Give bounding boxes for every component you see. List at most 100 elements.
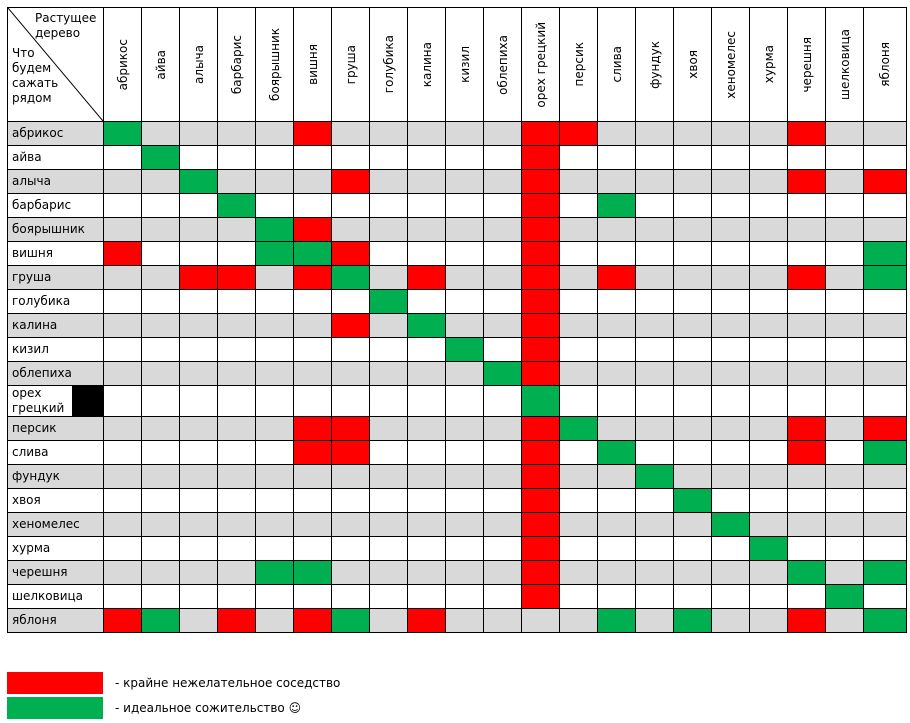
cell bbox=[294, 561, 331, 584]
cell bbox=[598, 194, 635, 217]
cell bbox=[370, 441, 407, 464]
cell bbox=[294, 513, 331, 536]
cell bbox=[788, 417, 825, 440]
cell bbox=[712, 194, 749, 217]
cell bbox=[256, 362, 293, 385]
cell bbox=[446, 585, 483, 608]
row-label: боярышник bbox=[8, 218, 103, 241]
cell bbox=[180, 362, 217, 385]
cell bbox=[408, 362, 445, 385]
column-header: алыча bbox=[180, 8, 217, 121]
cell bbox=[674, 338, 711, 361]
cell bbox=[636, 585, 673, 608]
cell bbox=[636, 489, 673, 512]
row-label: калина bbox=[8, 314, 103, 337]
cell bbox=[712, 513, 749, 536]
cell bbox=[142, 266, 179, 289]
cell bbox=[332, 609, 369, 632]
cell bbox=[408, 194, 445, 217]
column-label: шелковица bbox=[837, 28, 852, 100]
row-label: кизил bbox=[8, 338, 103, 361]
cell bbox=[864, 218, 906, 241]
cell bbox=[674, 218, 711, 241]
cell bbox=[750, 386, 787, 416]
cell bbox=[142, 194, 179, 217]
cell bbox=[104, 585, 141, 608]
cell bbox=[370, 489, 407, 512]
cell bbox=[142, 561, 179, 584]
cell bbox=[180, 585, 217, 608]
row-label: слива bbox=[8, 441, 103, 464]
cell bbox=[446, 417, 483, 440]
cell bbox=[294, 338, 331, 361]
cell bbox=[408, 386, 445, 416]
cell bbox=[104, 218, 141, 241]
cell bbox=[370, 242, 407, 265]
cell bbox=[674, 465, 711, 488]
cell bbox=[408, 537, 445, 560]
cell bbox=[332, 146, 369, 169]
cell bbox=[864, 585, 906, 608]
cell bbox=[560, 266, 597, 289]
cell bbox=[636, 122, 673, 145]
cell bbox=[142, 170, 179, 193]
cell bbox=[598, 338, 635, 361]
cell bbox=[104, 194, 141, 217]
cell bbox=[826, 585, 863, 608]
cell bbox=[180, 513, 217, 536]
cell bbox=[598, 489, 635, 512]
cell bbox=[142, 242, 179, 265]
row-label: хвоя bbox=[8, 489, 103, 512]
row-label: алыча bbox=[8, 170, 103, 193]
cell bbox=[560, 194, 597, 217]
cell bbox=[180, 122, 217, 145]
cell bbox=[598, 585, 635, 608]
cell bbox=[142, 441, 179, 464]
corner-cell: Растущее дерево Что будем сажать рядом bbox=[8, 8, 103, 121]
cell bbox=[332, 561, 369, 584]
column-header: калина bbox=[408, 8, 445, 121]
column-header: орех грецкий bbox=[522, 8, 559, 121]
cell bbox=[826, 218, 863, 241]
cell bbox=[408, 242, 445, 265]
cell bbox=[750, 194, 787, 217]
cell bbox=[674, 386, 711, 416]
cell bbox=[446, 218, 483, 241]
corner-top: Растущее дерево bbox=[35, 11, 97, 40]
column-label: голубика bbox=[381, 35, 396, 94]
cell bbox=[408, 146, 445, 169]
cell bbox=[142, 537, 179, 560]
cell bbox=[218, 170, 255, 193]
cell bbox=[750, 561, 787, 584]
cell bbox=[522, 338, 559, 361]
cell bbox=[560, 338, 597, 361]
cell bbox=[750, 242, 787, 265]
column-header: барбарис bbox=[218, 8, 255, 121]
cell bbox=[788, 146, 825, 169]
cell bbox=[788, 218, 825, 241]
column-label: вишня bbox=[305, 44, 320, 85]
cell bbox=[750, 537, 787, 560]
cell bbox=[864, 513, 906, 536]
row-label: орех грецкий bbox=[8, 386, 72, 416]
cell bbox=[446, 242, 483, 265]
cell bbox=[788, 122, 825, 145]
cell bbox=[636, 561, 673, 584]
cell bbox=[788, 386, 825, 416]
cell bbox=[484, 242, 521, 265]
cell bbox=[332, 290, 369, 313]
cell bbox=[484, 561, 521, 584]
cell bbox=[636, 290, 673, 313]
cell bbox=[218, 441, 255, 464]
column-label: алыча bbox=[191, 45, 206, 84]
cell bbox=[712, 441, 749, 464]
cell bbox=[294, 290, 331, 313]
cell bbox=[864, 417, 906, 440]
cell bbox=[598, 122, 635, 145]
column-label: айва bbox=[153, 49, 168, 80]
cell bbox=[256, 609, 293, 632]
cell bbox=[864, 170, 906, 193]
cell bbox=[446, 170, 483, 193]
cell bbox=[712, 218, 749, 241]
cell bbox=[712, 266, 749, 289]
